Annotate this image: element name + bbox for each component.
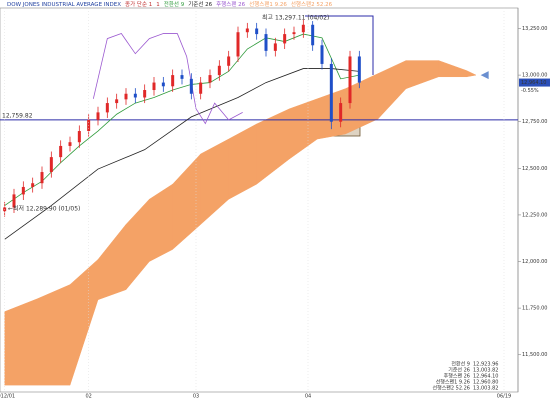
last-price-label: 12,964.10 (521, 80, 546, 86)
candle-body (189, 78, 193, 94)
legend-item: 전환선 9 (164, 0, 185, 8)
candle-body (339, 103, 343, 122)
legend-value: 12,960.80 (473, 380, 498, 386)
legend-name: 후행스팬 26 (444, 373, 470, 380)
candle-body (357, 56, 361, 83)
candle-body (59, 145, 63, 158)
legend-name: 기준선 26 (448, 367, 470, 374)
legend-name: 전환선 9 (451, 361, 470, 368)
candle-body (143, 90, 147, 98)
candle-body (217, 65, 221, 76)
low-note: ←최저 12,289.90 (01/05) (8, 205, 80, 213)
connector (305, 15, 374, 75)
candle-body (124, 93, 128, 100)
legend-item: 1 (156, 2, 160, 8)
candle-body (208, 75, 212, 83)
legend-value: 13,003.82 (473, 368, 498, 374)
candle-body (255, 28, 259, 35)
candle-body (77, 131, 81, 143)
indicator-line (4, 33, 360, 206)
legend-value: 12,964.10 (473, 374, 498, 380)
candle-body (329, 63, 333, 122)
candle-body (283, 34, 287, 44)
candle-body (311, 24, 315, 46)
x-tick-label: 02 (85, 394, 91, 400)
candle-body (133, 93, 137, 98)
candle-body (21, 186, 25, 195)
x-tick-label: 03 (193, 394, 199, 400)
candle-body (161, 82, 165, 87)
y-tick-label: 11,500.00 (522, 352, 547, 358)
last-price-box (519, 78, 550, 87)
candle-body (199, 82, 203, 94)
y-tick-label: 12,000.00 (522, 259, 547, 265)
candle-body (348, 56, 352, 104)
candle-body (320, 45, 324, 64)
change-label: -0.55% (521, 88, 539, 94)
candle-body (105, 103, 109, 113)
x-tick-label: 2012/01 (0, 394, 15, 400)
candle-body (245, 28, 249, 33)
candle-body (227, 56, 231, 66)
x-tick-label: 04 (305, 394, 311, 400)
x-tick-label: 06/19 (497, 394, 511, 400)
legend-name: 선행스팬2 52.26 (433, 385, 471, 392)
candle-body (96, 112, 100, 120)
candle-body (292, 32, 296, 35)
legend-top: DOW JONES INDUSTRIAL AVERAGE INDEX 종가 단순 … (7, 0, 333, 8)
legend-value: 13,003.82 (473, 386, 498, 392)
cloud-segment (466, 70, 477, 78)
candle-body (152, 82, 156, 91)
last-marker (480, 71, 489, 80)
high-note: 최고 13,297.11 (04/02) (262, 14, 329, 22)
candle-body (40, 172, 44, 184)
cloud-segment (37, 284, 71, 386)
legend-name: 선행스팬1 9.26 (436, 379, 470, 386)
candle-body (301, 24, 305, 33)
indicator-line (4, 68, 360, 240)
y-tick-label: 13,250.00 (522, 26, 547, 32)
cloud-segment (4, 298, 38, 386)
candle-body (180, 75, 184, 79)
legend-item: 선행스팬1 9.26 (249, 0, 287, 8)
candle-body (115, 99, 119, 104)
price-line-label: 12,759.82 (2, 112, 33, 119)
legend-item: 후행스팬 26 (216, 0, 245, 8)
legend-item: 종가 단순 1 (125, 0, 152, 8)
candle-body (12, 194, 16, 208)
candle-body (49, 157, 53, 173)
legend-item: DOW JONES INDUSTRIAL AVERAGE INDEX (7, 2, 121, 8)
legend-item: 선행스팬2 52.26 (291, 0, 333, 8)
y-tick-label: 12,750.00 (522, 119, 547, 125)
legend-value: 12,923.96 (473, 362, 498, 368)
candle-body (264, 34, 268, 51)
y-tick-label: 13,000.00 (522, 73, 547, 79)
candle-body (273, 43, 277, 51)
candle-body (236, 32, 240, 57)
candle-body (68, 142, 72, 146)
y-tick-label: 11,750.00 (522, 306, 547, 312)
legend-item: 기준선 26 (188, 0, 212, 8)
indicator-line (92, 33, 243, 125)
candle-body (31, 183, 35, 187)
y-tick-label: 12,500.00 (522, 166, 547, 172)
y-tick-label: 12,250.00 (522, 212, 547, 218)
candle-body (171, 75, 175, 87)
